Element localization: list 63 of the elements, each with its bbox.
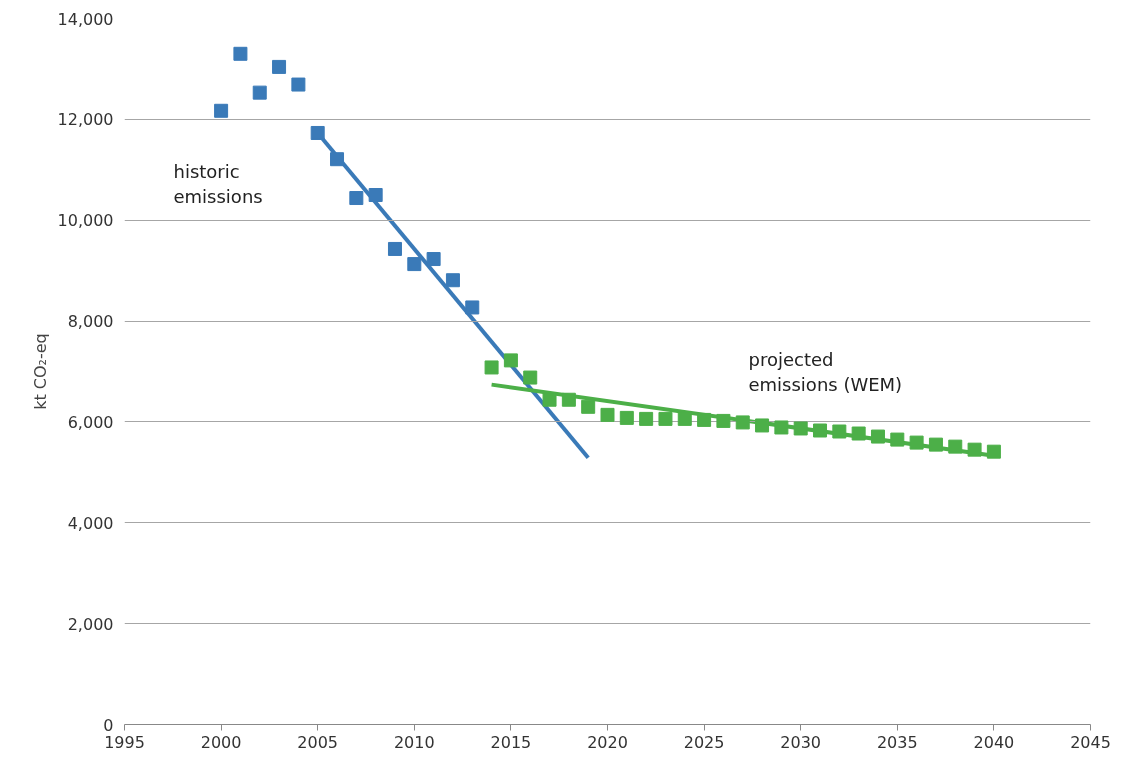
point [387, 241, 402, 256]
annotation: historic emissions [173, 160, 263, 207]
point [272, 59, 287, 74]
point [252, 85, 267, 100]
point [600, 407, 615, 422]
point [291, 77, 306, 92]
point [909, 435, 924, 450]
y-tick-label: 12,000 [57, 110, 114, 130]
point [445, 273, 460, 288]
annotation: projected emissions (WEM) [748, 348, 903, 395]
point [851, 426, 866, 441]
point [697, 412, 712, 427]
point [870, 429, 885, 444]
x-tick-label: 2005 [297, 732, 339, 752]
point [967, 442, 982, 457]
point [233, 46, 248, 61]
point [581, 399, 596, 414]
point [368, 188, 383, 202]
x-tick-label: 2040 [973, 732, 1015, 752]
point [986, 444, 1001, 459]
y-tick-label: 10,000 [57, 211, 114, 231]
point [948, 439, 963, 454]
y-axis-title: kt CO₂-eq [30, 333, 50, 410]
x-tick-label: 2020 [587, 732, 628, 752]
y-tick-label: 2,000 [67, 614, 114, 634]
y-tick-label: 0 [103, 715, 114, 735]
point [832, 424, 847, 439]
point [407, 257, 422, 272]
x-tick-label: 2025 [683, 732, 725, 752]
point [349, 191, 364, 206]
point [793, 421, 808, 436]
point [503, 353, 518, 368]
y-tick-label: 6,000 [67, 412, 114, 432]
x-tick-label: 2045 [1070, 732, 1111, 752]
point [755, 418, 770, 433]
point [735, 415, 750, 430]
x-tick-label: 2000 [200, 732, 242, 752]
point [619, 410, 634, 425]
x-tick-label: 1995 [104, 732, 145, 752]
point [523, 370, 538, 385]
point [310, 125, 325, 140]
point [677, 411, 692, 426]
y-tick-label: 14,000 [57, 9, 114, 29]
point [426, 252, 441, 267]
point [214, 103, 229, 118]
point [658, 411, 673, 426]
point [465, 300, 480, 315]
y-tick-label: 8,000 [67, 312, 114, 332]
point [330, 152, 345, 167]
x-tick-label: 2030 [780, 732, 822, 752]
point [813, 423, 828, 438]
point [928, 437, 943, 452]
x-tick-label: 2015 [490, 732, 532, 752]
point [561, 392, 576, 407]
x-tick-label: 2035 [876, 732, 918, 752]
point [542, 392, 557, 407]
point [484, 360, 499, 375]
point [716, 413, 731, 428]
x-tick-label: 2010 [393, 732, 435, 752]
y-tick-label: 4,000 [67, 513, 114, 533]
point [890, 432, 905, 447]
point [639, 411, 654, 426]
point [774, 420, 789, 435]
